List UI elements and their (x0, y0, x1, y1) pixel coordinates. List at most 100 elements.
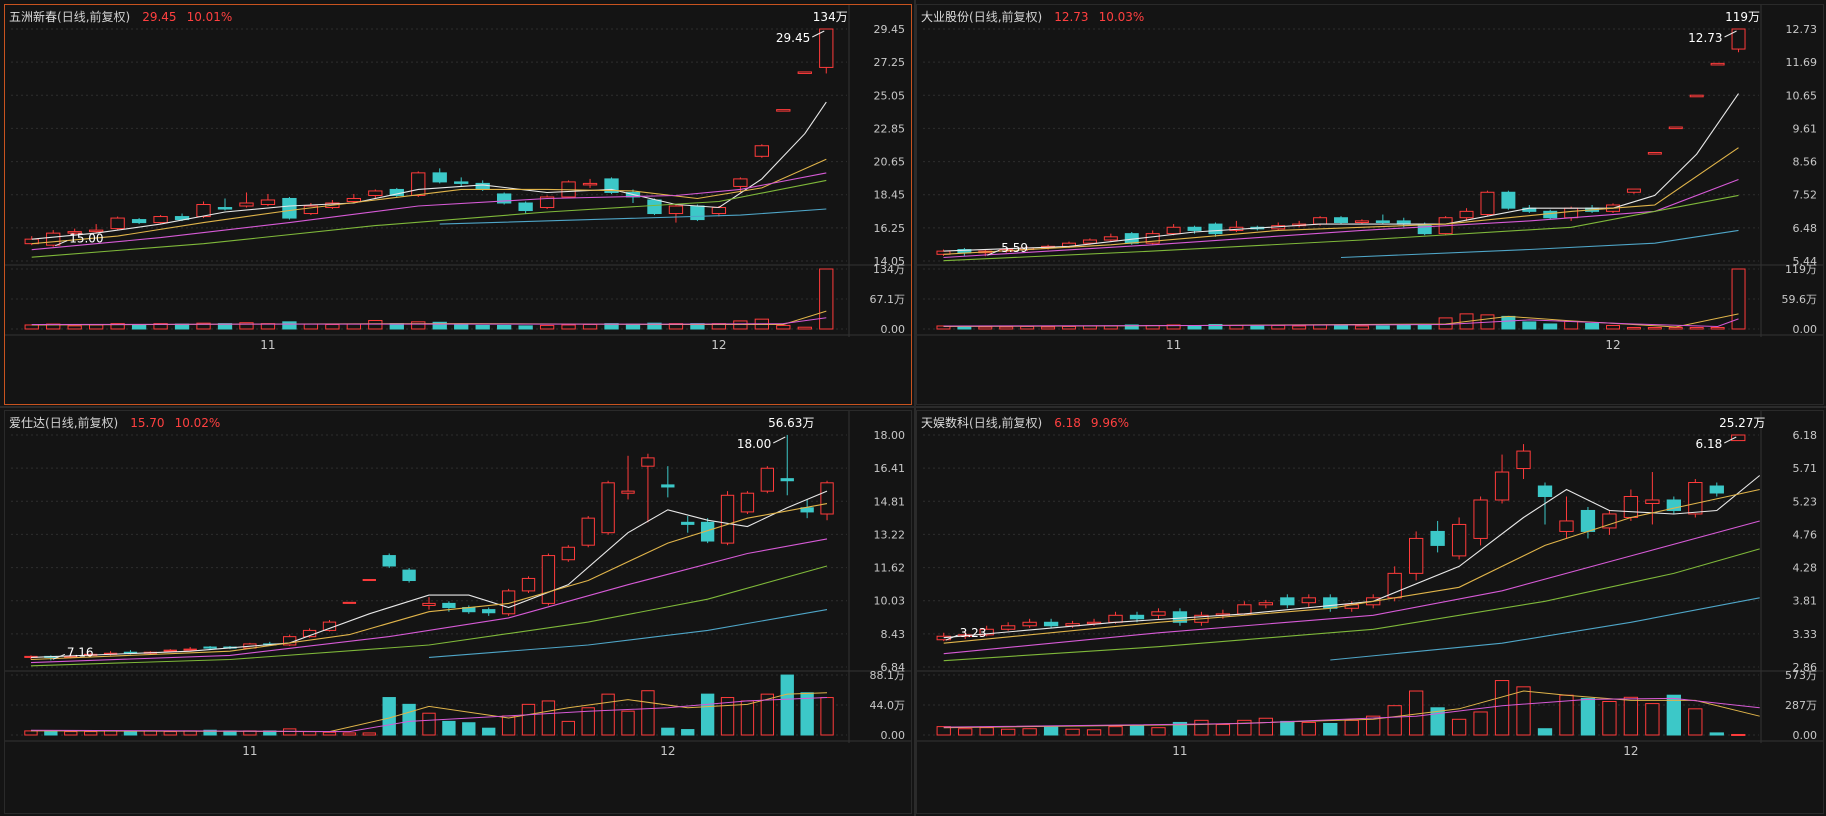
candle-up (1480, 191, 1495, 216)
candle-up (1516, 450, 1531, 470)
candle-up (621, 490, 635, 494)
volume-bar (1537, 728, 1553, 736)
ma10-line (943, 147, 1739, 255)
stock-name: 五洲新春 (9, 10, 58, 24)
ma60-line (1330, 597, 1760, 661)
volume-bar (131, 324, 147, 330)
candle-up (1313, 217, 1328, 225)
volume-bar (1151, 727, 1166, 736)
month-label: 11 (1172, 744, 1187, 758)
price-tick-label: 9.61 (1793, 122, 1818, 135)
high-price-label: 12.73 (1688, 31, 1722, 45)
chart-panel-aishida[interactable]: 爱仕达(日线,前复权) 15.70 10.02% 18.00 16.41 14.81 13… (4, 410, 912, 814)
candlestick-chart-svg[interactable]: 29.45 27.25 25.05 22.85 20.65 18.45 16.25 14.05… (5, 5, 911, 404)
candle-up (1409, 537, 1424, 574)
volume-bar (1731, 733, 1746, 736)
price-tick-label: 6.84 (881, 661, 906, 674)
volume-bar (432, 321, 447, 330)
volume-bar (1543, 323, 1558, 330)
volume-bar (561, 720, 575, 736)
volume-bar (1689, 326, 1704, 330)
volume-bar (539, 324, 555, 330)
stock-price: 15.70 (130, 416, 165, 430)
candle-up (979, 628, 994, 636)
price-tick-label: 8.43 (881, 628, 906, 641)
high-volume-label: 134万 (813, 10, 848, 24)
volume-bar (700, 693, 715, 736)
candle-up (1559, 520, 1574, 532)
volume-bar (1172, 721, 1188, 736)
price-tick-label: 16.41 (874, 462, 906, 475)
candle-up (1145, 233, 1160, 244)
candle-down (1129, 614, 1145, 620)
candle-down (1543, 210, 1558, 219)
volume-bar (411, 321, 426, 330)
volume-bar (368, 319, 383, 330)
volume-bar (1580, 697, 1596, 736)
candle-down (1280, 597, 1295, 606)
volume-bar (1124, 324, 1139, 330)
price-tick-label: 27.25 (874, 56, 906, 69)
volume-bar (1344, 719, 1359, 736)
volume-bar (1194, 719, 1209, 736)
volume-bar (24, 730, 38, 736)
price-tick-label: 22.85 (874, 122, 906, 135)
volume-bar (302, 731, 317, 736)
volume-bar (402, 703, 416, 736)
candle-up (260, 199, 276, 206)
candle-up (720, 494, 735, 544)
volume-tick-label: 0.00 (1793, 729, 1818, 742)
candle-up (1689, 94, 1704, 98)
volume-bar (1417, 324, 1432, 330)
price-tick-label: 11.62 (874, 562, 906, 575)
period-label: (日线,前复权) (969, 10, 1043, 24)
volume-bar (217, 323, 233, 330)
volume-tick-label: 0.00 (881, 729, 906, 742)
chart-panel-tianyushuke[interactable]: 天娱数科(日线,前复权) 6.18 9.96% 6.18 5.71 5.23 4.76 4.… (916, 410, 1824, 814)
candle-up (89, 229, 104, 233)
candle-up (501, 590, 516, 615)
volume-tick-label: 287万 (1785, 699, 1817, 712)
volume-bar (1731, 268, 1746, 330)
volume-bar (1564, 320, 1579, 330)
price-tick-label: 18.45 (874, 189, 906, 202)
volume-bar (601, 693, 615, 736)
price-tick-label: 12.73 (1786, 23, 1818, 36)
candlestick-chart-svg[interactable]: 18.00 16.41 14.81 13.22 11.62 10.03 8.43 6.8488… (5, 411, 911, 813)
ma60-line (439, 208, 827, 225)
low-price-label: 15.00 (69, 232, 103, 246)
volume-bar (1334, 324, 1348, 330)
volume-bar (581, 707, 595, 736)
chart-panel-wuzhouxinchun[interactable]: 五洲新春(日线,前复权) 29.45 10.01% 29.45 27.25 25.05 2… (4, 4, 912, 405)
candle-up (163, 649, 177, 652)
price-tick-label: 10.03 (874, 595, 906, 608)
volume-bar (1166, 324, 1181, 330)
volume-bar (561, 324, 576, 330)
candle-up (561, 546, 575, 561)
candle-up (1710, 62, 1725, 66)
high-volume-label: 25.27万 (1719, 416, 1765, 430)
volume-bar (1473, 711, 1488, 736)
ma10-line (31, 158, 827, 245)
volume-bar (518, 325, 533, 330)
candle-down (482, 609, 496, 614)
price-tick-label: 3.33 (1793, 628, 1818, 641)
stock-name: 大业股份 (921, 10, 970, 24)
ma5-line (943, 93, 1739, 252)
volume-bar (1645, 703, 1660, 736)
candle-up (539, 196, 555, 209)
volume-tick-label: 59.6万 (1782, 293, 1818, 306)
candle-up (797, 71, 812, 74)
price-tick-label: 4.76 (1793, 528, 1818, 541)
ma20-line (943, 520, 1760, 655)
candlestick-chart-svg[interactable]: 12.7311.6910.659.618.567.526.485.44119万5… (917, 5, 1823, 404)
low-arrow (52, 653, 66, 660)
candle-up (733, 178, 748, 187)
candle-up (820, 482, 834, 515)
candle-down (382, 555, 396, 567)
volume-bar (780, 674, 794, 736)
stock-price: 12.73 (1054, 10, 1089, 24)
chart-panel-daye[interactable]: 大业股份(日线,前复权) 12.73 10.03% 12.73 11.69 10.65 9… (916, 4, 1824, 405)
month-label: 11 (242, 744, 257, 758)
